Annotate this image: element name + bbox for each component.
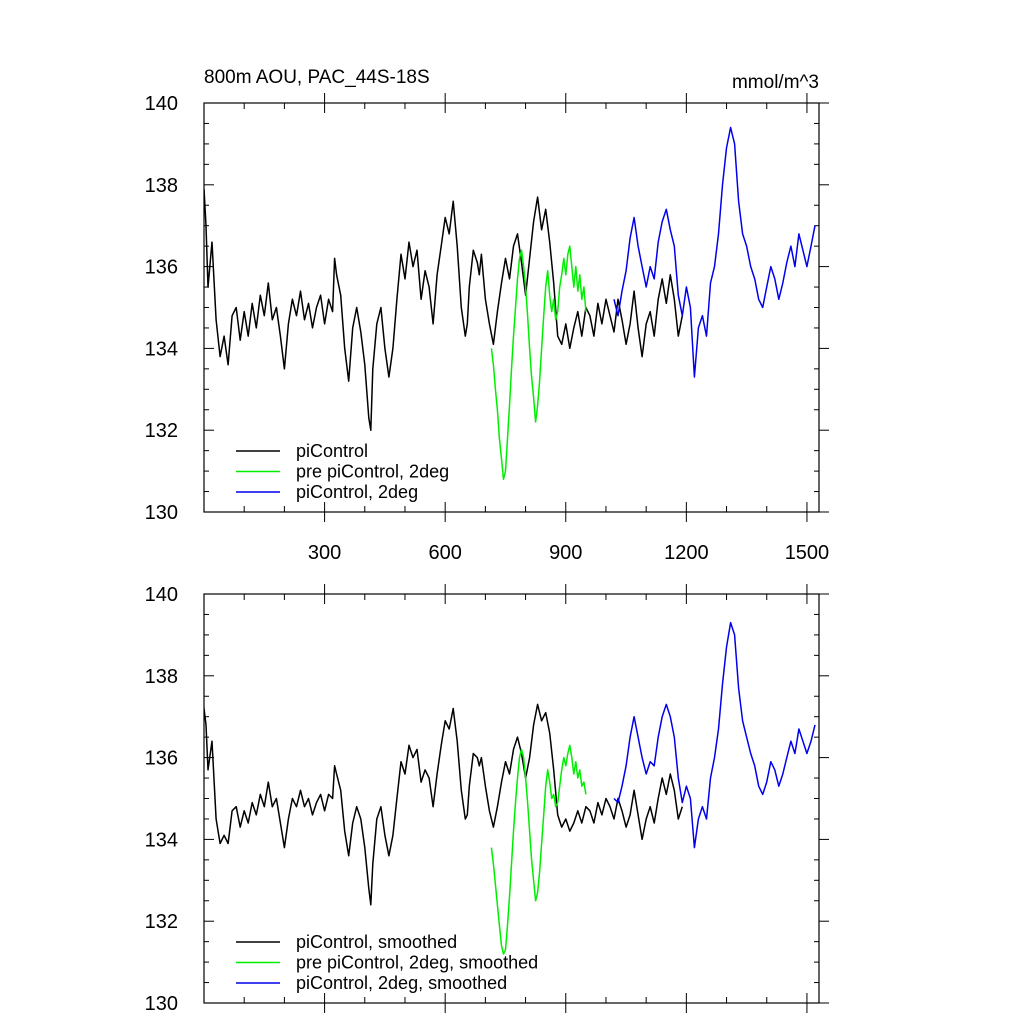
legend-label: piControl, smoothed (296, 932, 457, 952)
legend-label: piControl, 2deg (296, 482, 418, 502)
x-tick-label: 1500 (785, 542, 830, 564)
legend-label: pre piControl, 2deg, smoothed (296, 953, 538, 973)
series-line-picontrol-2deg (613, 126, 816, 378)
y-tick-label: 136 (145, 257, 178, 279)
y-tick-label: 130 (145, 993, 178, 1015)
chart-panel-1: 800m AOU, PAC_44S-18S mmol/m^3 300 600 900 12… (145, 67, 830, 564)
x-tick-label: 600 (428, 542, 461, 564)
x-tick-label: 900 (549, 542, 582, 564)
plot-frame (203, 102, 820, 513)
chart-title: 800m AOU, PAC_44S-18S (204, 67, 430, 88)
y-tick-label: 138 (145, 666, 178, 688)
chart-panel-2: 130 132 134 136 138 140 piControl, smoothedpre… (145, 584, 829, 1015)
series-line-pre-picontrol-2deg-smoothed (490, 744, 587, 955)
series-line-picontrol-smoothed (204, 703, 684, 906)
legend-label: piControl (296, 441, 368, 461)
x-tick-label: 1200 (664, 542, 709, 564)
units-label: mmol/m^3 (732, 72, 819, 93)
x-tick-label: 300 (308, 542, 341, 564)
legend-label: pre piControl, 2deg (296, 462, 449, 482)
y-tick-label: 134 (145, 829, 178, 851)
series-line-pre-picontrol-2deg (490, 245, 587, 481)
y-tick-label: 130 (145, 502, 178, 524)
y-tick-label: 136 (145, 748, 178, 770)
legend-label: piControl, 2deg, smoothed (296, 973, 507, 993)
y-tick-label: 132 (145, 911, 178, 933)
y-tick-label: 132 (145, 420, 178, 442)
y-tick-label: 140 (145, 93, 178, 115)
y-tick-label: 138 (145, 175, 178, 197)
y-tick-label: 140 (145, 584, 178, 606)
series-line-picontrol-2deg-smoothed (613, 621, 816, 849)
plot-frame (203, 593, 820, 1004)
series-line-picontrol (204, 188, 684, 431)
y-tick-label: 134 (145, 338, 178, 360)
